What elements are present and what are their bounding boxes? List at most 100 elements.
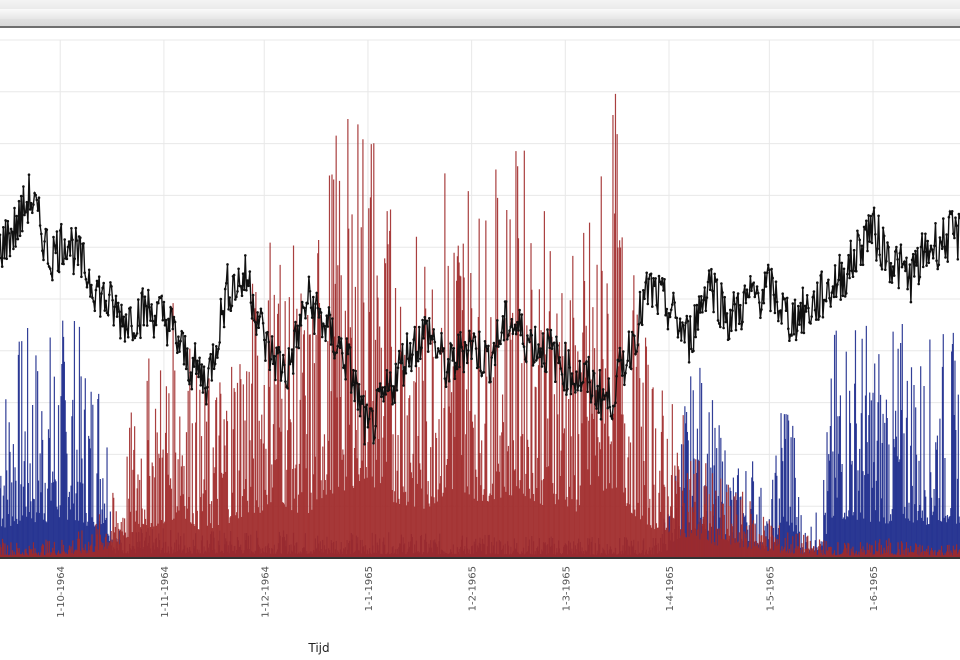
series-point: [521, 342, 525, 346]
series-point: [945, 233, 948, 236]
series-point: [370, 407, 373, 410]
series-point: [620, 374, 624, 377]
series-point: [131, 338, 134, 342]
series-point: [281, 353, 285, 357]
series-point: [235, 295, 238, 299]
series-point: [918, 275, 922, 279]
series-point: [250, 317, 254, 320]
series-point: [433, 340, 437, 344]
series-point: [470, 357, 473, 361]
series-point: [318, 307, 322, 311]
series-point: [393, 401, 397, 404]
series-point: [416, 359, 420, 363]
series-point: [575, 370, 578, 374]
series-point: [474, 347, 478, 350]
series-point: [478, 330, 481, 334]
series-point: [140, 291, 143, 295]
series-point: [65, 257, 69, 261]
series-point: [168, 329, 171, 333]
series-point: [807, 306, 810, 310]
series-point: [278, 350, 282, 354]
series-point: [855, 269, 858, 273]
series-point: [72, 272, 75, 276]
series-point: [493, 363, 497, 367]
series-point: [939, 240, 943, 244]
series-point: [950, 210, 954, 213]
series-point: [816, 281, 819, 284]
series-point: [952, 232, 955, 235]
series-point: [105, 311, 109, 315]
series-point: [323, 324, 326, 328]
series-point: [615, 374, 618, 378]
series-point: [89, 295, 92, 298]
series-point: [875, 259, 878, 262]
series-point: [196, 359, 199, 363]
series-point: [686, 319, 690, 323]
series-point: [252, 319, 256, 322]
series-point: [249, 301, 253, 304]
series-point: [929, 244, 933, 248]
series-point: [115, 315, 119, 318]
series-point: [630, 330, 634, 334]
series-point: [652, 277, 655, 280]
series-point: [693, 304, 696, 307]
series-point: [436, 347, 440, 350]
series-point: [71, 238, 74, 242]
series-point: [535, 359, 538, 362]
series-point: [596, 384, 599, 388]
series-point: [222, 325, 226, 329]
series-point: [25, 200, 29, 204]
series-point: [373, 436, 376, 439]
series-point: [510, 317, 514, 321]
x-tick-label: 1-4-1965: [665, 566, 676, 611]
series-point: [800, 331, 803, 334]
series-point: [531, 364, 535, 367]
series-point: [774, 280, 778, 283]
series-point: [409, 341, 412, 345]
series-point: [374, 424, 378, 428]
series-point: [784, 309, 788, 313]
series-point: [750, 289, 753, 293]
series-point: [82, 242, 85, 245]
series-point: [948, 210, 952, 213]
series-point: [338, 346, 342, 350]
series-point: [500, 331, 504, 334]
series-point: [565, 393, 568, 396]
series-point: [472, 332, 476, 335]
series-point: [833, 264, 837, 267]
series-point: [589, 401, 593, 404]
series-point: [197, 375, 200, 379]
series-point: [378, 382, 382, 385]
series-point: [388, 371, 392, 374]
series-point: [659, 282, 663, 286]
series-point: [453, 377, 457, 381]
series-point: [759, 316, 762, 320]
series-point: [696, 328, 700, 331]
series-point: [758, 301, 761, 304]
series-point: [414, 364, 418, 368]
series-point: [921, 265, 925, 269]
series-point: [819, 274, 822, 277]
series-point: [498, 339, 501, 343]
series-point: [382, 400, 385, 403]
series-point: [62, 262, 65, 266]
series-point: [813, 308, 817, 312]
series-point: [100, 292, 103, 295]
series-point: [760, 308, 763, 311]
series-point: [723, 295, 726, 299]
series-point: [80, 275, 83, 279]
series-group: [0, 173, 960, 446]
series-point: [700, 295, 703, 298]
series-point: [440, 331, 443, 335]
series-point: [212, 367, 216, 371]
series-point: [790, 334, 793, 337]
series-point: [876, 247, 879, 250]
series-point: [907, 276, 910, 279]
series-point: [527, 338, 530, 341]
series-point: [444, 385, 448, 389]
series-point: [529, 329, 532, 332]
series-point: [176, 351, 179, 355]
series-point: [798, 323, 801, 326]
series-point: [874, 233, 877, 236]
series-point: [198, 356, 201, 360]
